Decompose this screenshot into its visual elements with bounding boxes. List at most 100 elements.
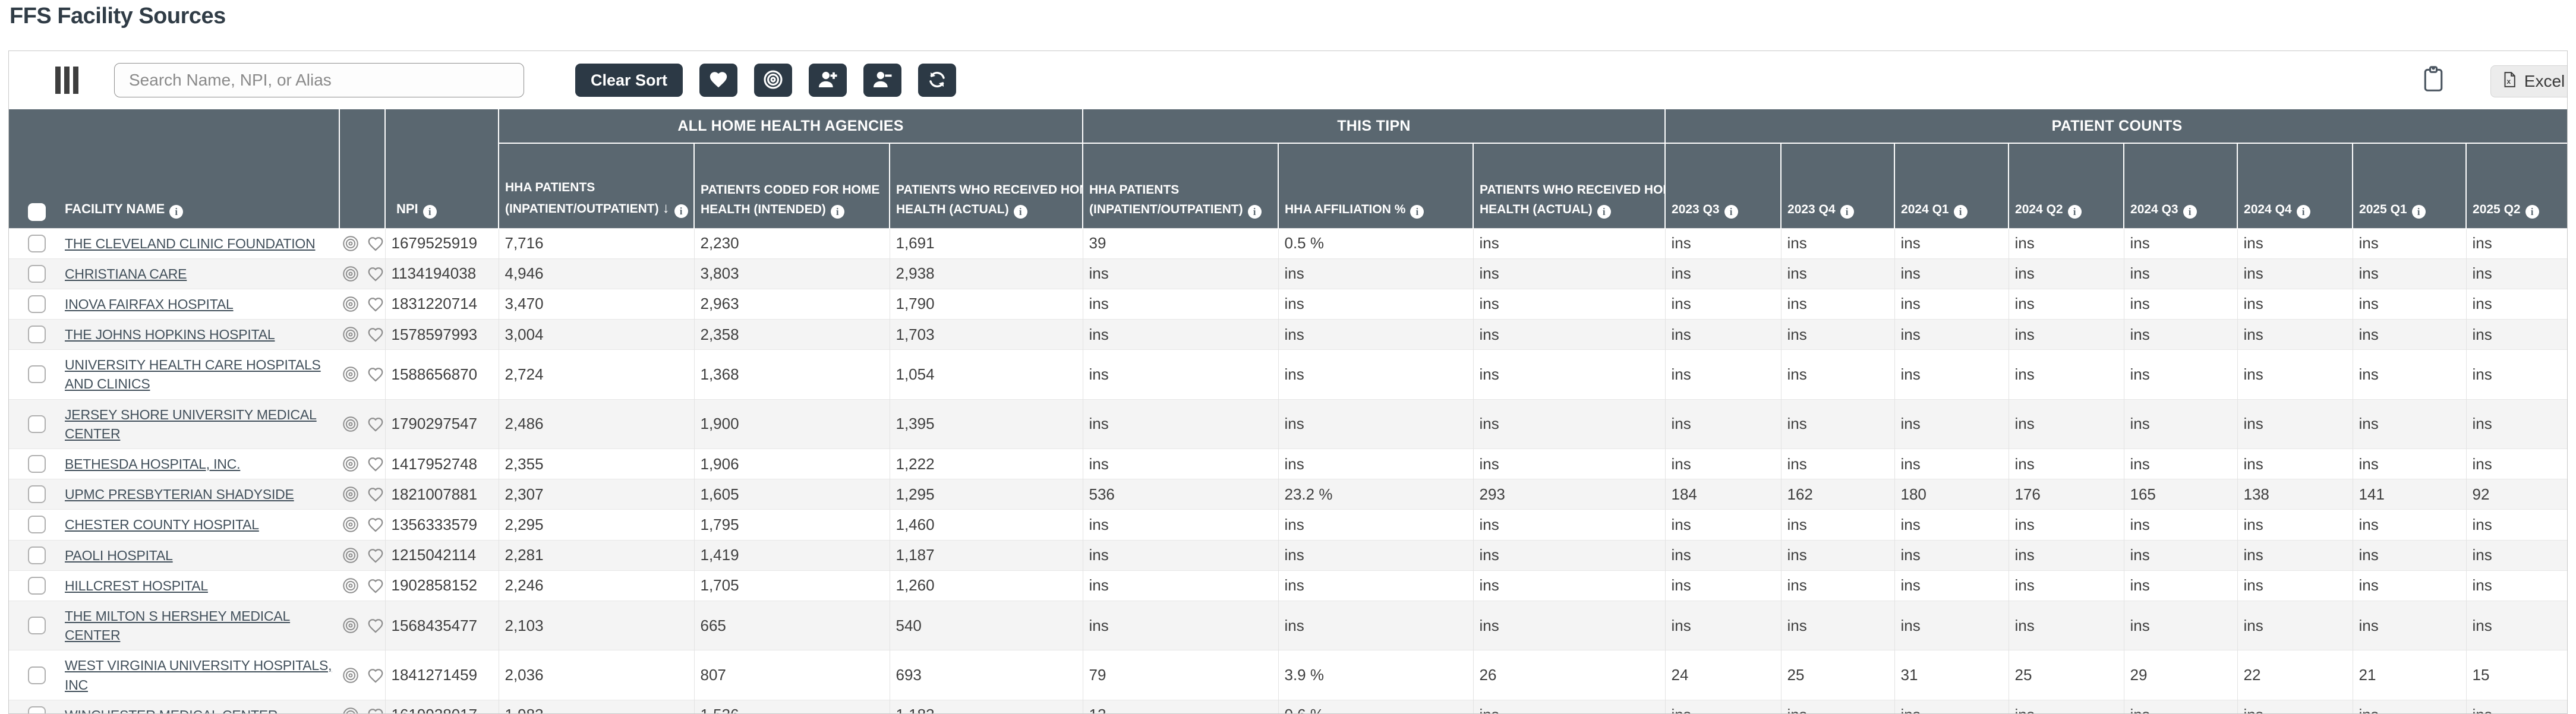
facility-link[interactable]: JERSEY SHORE UNIVERSITY MEDICAL CENTER — [65, 406, 317, 441]
column-header-facility-name[interactable]: FACILITY NAME i — [53, 109, 339, 228]
target-icon[interactable] — [342, 235, 360, 252]
sort-desc-icon[interactable]: ↓ — [662, 200, 670, 217]
column-header-2024_q1[interactable]: 2024 Q1 i — [1894, 143, 2009, 228]
heart-icon[interactable] — [367, 617, 384, 634]
column-header-patients_received_actual_all[interactable]: PATIENTS WHO RECEIVED HOME HEALTH (ACTUAL… — [889, 143, 1083, 228]
select-all-checkbox[interactable] — [28, 203, 46, 221]
column-header-patients_received_actual_tipn[interactable]: PATIENTS WHO RECEIVED HOME HEALTH (ACTUAL… — [1472, 143, 1666, 228]
row-checkbox[interactable] — [28, 295, 46, 313]
facility-link[interactable]: WEST VIRGINIA UNIVERSITY HOSPITALS, INC — [65, 658, 332, 693]
info-icon[interactable]: i — [422, 205, 437, 219]
target-icon[interactable] — [342, 516, 360, 533]
favorites-button[interactable] — [699, 64, 738, 97]
target-icon[interactable] — [342, 415, 360, 433]
target-icon[interactable] — [342, 706, 360, 713]
info-icon[interactable]: i — [1247, 204, 1262, 219]
heart-icon[interactable] — [367, 326, 384, 343]
row-checkbox[interactable] — [28, 264, 46, 283]
remove-person-button[interactable] — [863, 64, 902, 97]
heart-icon[interactable] — [367, 415, 384, 433]
info-icon[interactable]: i — [1410, 204, 1424, 219]
info-icon[interactable]: i — [674, 204, 688, 219]
info-icon[interactable]: i — [169, 205, 184, 219]
row-checkbox[interactable] — [28, 666, 46, 684]
row-checkbox[interactable] — [28, 546, 46, 564]
row-checkbox[interactable] — [28, 326, 46, 344]
row-checkbox[interactable] — [28, 234, 46, 252]
facility-link[interactable]: UPMC PRESBYTERIAN SHADYSIDE — [65, 486, 294, 503]
info-icon[interactable]: i — [2411, 204, 2426, 219]
facility-link[interactable]: BETHESDA HOSPITAL, INC. — [65, 456, 241, 472]
row-checkbox[interactable] — [28, 576, 46, 595]
heart-icon[interactable] — [367, 577, 384, 595]
column-header-2025_q1[interactable]: 2025 Q1 i — [2352, 143, 2467, 228]
column-header-2025_q2[interactable]: 2025 Q2 i — [2465, 143, 2567, 228]
column-header-hha_patients_all[interactable]: HHA PATIENTS (INPATIENT/OUTPATIENT) ↓ i — [498, 143, 694, 228]
row-checkbox[interactable] — [28, 706, 46, 713]
column-header-hha_patients_tipn[interactable]: HHA PATIENTS (INPATIENT/OUTPATIENT) i — [1082, 143, 1278, 228]
clipboard-icon[interactable] — [2420, 64, 2446, 97]
column-header-2023_q3[interactable]: 2023 Q3 i — [1664, 143, 1782, 228]
target-icon[interactable] — [342, 326, 360, 343]
targets-button[interactable] — [754, 64, 793, 97]
clear-sort-button[interactable]: Clear Sort — [575, 64, 683, 97]
column-header-2023_q4[interactable]: 2023 Q4 i — [1780, 143, 1895, 228]
facility-link[interactable]: UNIVERSITY HEALTH CARE HOSPITALS AND CLI… — [65, 357, 321, 392]
row-checkbox[interactable] — [28, 365, 46, 384]
facility-link[interactable]: CHRISTIANA CARE — [65, 266, 187, 282]
info-icon[interactable]: i — [1840, 204, 1854, 219]
heart-icon[interactable] — [367, 546, 384, 564]
target-icon[interactable] — [342, 485, 360, 503]
info-icon[interactable]: i — [2067, 204, 2082, 219]
column-header-2024_q3[interactable]: 2024 Q3 i — [2123, 143, 2238, 228]
target-icon[interactable] — [342, 617, 360, 634]
row-checkbox[interactable] — [28, 455, 46, 473]
facility-link[interactable]: CHESTER COUNTY HOSPITAL — [65, 517, 259, 533]
info-icon[interactable]: i — [2183, 204, 2197, 219]
facility-link[interactable]: HILLCREST HOSPITAL — [65, 577, 208, 593]
heart-icon[interactable] — [367, 666, 384, 684]
columns-icon[interactable] — [55, 67, 78, 94]
column-header-npi[interactable]: NPI i — [384, 109, 499, 228]
facility-link[interactable]: INOVA FAIRFAX HOSPITAL — [65, 296, 234, 312]
target-icon[interactable] — [342, 577, 360, 595]
refresh-button[interactable] — [918, 64, 957, 97]
heart-icon[interactable] — [367, 455, 384, 473]
target-icon[interactable] — [342, 365, 360, 383]
add-person-button[interactable] — [809, 64, 847, 97]
column-header-2024_q4[interactable]: 2024 Q4 i — [2237, 143, 2353, 228]
facility-link[interactable]: PAOLI HOSPITAL — [65, 547, 173, 563]
row-checkbox[interactable] — [28, 485, 46, 504]
info-icon[interactable]: i — [1724, 204, 1738, 219]
target-icon[interactable] — [342, 265, 360, 283]
info-icon[interactable]: i — [1597, 204, 1611, 219]
facility-link[interactable]: THE MILTON S HERSHEY MEDICAL CENTER — [65, 608, 291, 643]
heart-icon[interactable] — [367, 235, 384, 252]
target-icon[interactable] — [342, 455, 360, 473]
info-icon[interactable]: i — [830, 204, 844, 219]
info-icon[interactable]: i — [1953, 204, 1968, 219]
target-icon[interactable] — [342, 666, 360, 684]
column-header-2024_q2[interactable]: 2024 Q2 i — [2008, 143, 2124, 228]
row-checkbox[interactable] — [28, 617, 46, 635]
heart-icon[interactable] — [367, 485, 384, 503]
heart-icon[interactable] — [367, 265, 384, 283]
row-checkbox[interactable] — [28, 415, 46, 433]
info-icon[interactable]: i — [2525, 204, 2539, 219]
facility-link[interactable]: WINCHESTER MEDICAL CENTER — [65, 707, 278, 713]
facility-link[interactable]: THE CLEVELAND CLINIC FOUNDATION — [65, 235, 316, 251]
target-icon[interactable] — [342, 546, 360, 564]
target-icon[interactable] — [342, 295, 360, 313]
excel-export-button[interactable]: x Excel — [2490, 65, 2567, 97]
search-input[interactable] — [114, 63, 524, 97]
column-header-patients_coded_intended[interactable]: PATIENTS CODED FOR HOME HEALTH (INTENDED)… — [693, 143, 890, 228]
heart-icon[interactable] — [367, 516, 384, 533]
heart-icon[interactable] — [367, 295, 384, 313]
row-checkbox[interactable] — [28, 516, 46, 534]
column-header-hha_affiliation_pct[interactable]: HHA AFFILIATION % i — [1278, 143, 1473, 228]
heart-icon[interactable] — [367, 365, 384, 383]
info-icon[interactable]: i — [1013, 204, 1027, 219]
facility-link[interactable]: THE JOHNS HOPKINS HOSPITAL — [65, 327, 275, 343]
heart-icon[interactable] — [367, 706, 384, 713]
info-icon[interactable]: i — [2296, 204, 2310, 219]
